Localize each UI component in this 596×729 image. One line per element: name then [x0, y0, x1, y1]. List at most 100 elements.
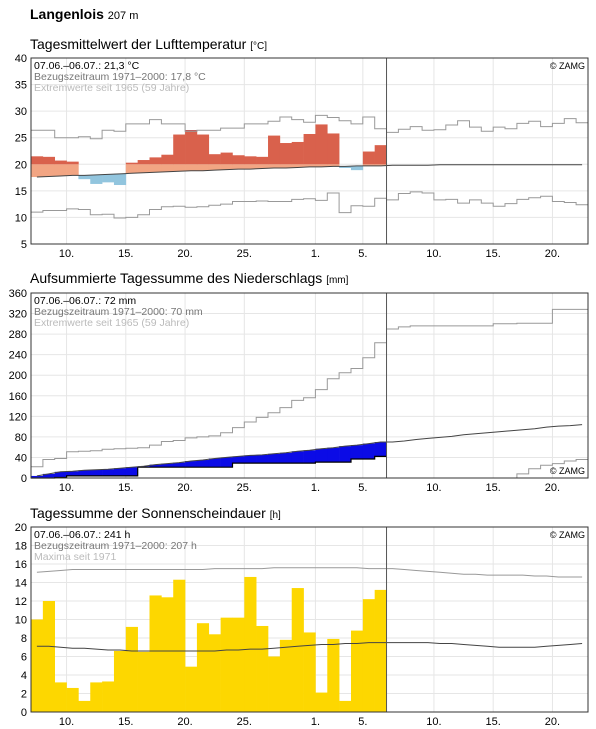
sun-xtick-label: 15. — [118, 716, 133, 728]
prec-xtick-label: 5. — [358, 482, 367, 494]
sun-ytick-label: 0 — [21, 707, 27, 719]
sun-info-line: 07.06.–06.07.: 241 h — [34, 529, 130, 541]
sun-ytick-label: 14 — [15, 578, 27, 590]
prec-diff-bar — [42, 473, 56, 478]
sun-ytick-label: 8 — [21, 633, 27, 645]
sun-xtick-label: 20. — [177, 716, 192, 728]
temp-bar-cold — [350, 165, 364, 171]
temp-bar-hot — [291, 141, 304, 165]
temp-bar-warm — [256, 164, 269, 169]
temp-bar-warm — [327, 164, 340, 167]
temp-xtick-label: 15. — [118, 248, 133, 260]
prec-xtick-label: 25. — [237, 482, 252, 494]
precipitation-title-text: Aufsummierte Tagessumme des Niederschlag… — [30, 270, 323, 286]
temp-bar-warm — [279, 164, 293, 169]
sun-xtick-label: 25. — [237, 716, 252, 728]
temp-ytick-label: 20 — [15, 159, 27, 171]
prec-diff-bar — [125, 467, 138, 476]
temp-bar-hot — [149, 157, 162, 165]
temp-xtick-label: 10. — [59, 248, 74, 260]
sun-bar — [315, 692, 328, 712]
temp-copyright: © ZAMG — [550, 61, 585, 71]
prec-diff-bar — [232, 456, 245, 464]
temp-xtick-label: 15. — [486, 248, 501, 260]
prec-info-line: Extremwerte seit 1965 (59 Jahre) — [34, 317, 189, 329]
temp-xtick-label: 20. — [177, 248, 192, 260]
sun-ytick-label: 10 — [15, 615, 27, 627]
temp-bar-warm — [185, 164, 198, 171]
prec-diff-bar — [113, 468, 127, 476]
temp-bar-hot — [31, 156, 44, 165]
temp-xtick-label: 1. — [311, 248, 320, 260]
sun-xtick-label: 1. — [311, 716, 320, 728]
prec-xtick-label: 1. — [311, 482, 320, 494]
prec-info-line: Bezugszeitraum 1971–2000: 70 mm — [34, 306, 203, 318]
temp-bar-cold — [78, 175, 91, 180]
sun-ytick-label: 20 — [15, 522, 27, 534]
temp-bar-warm — [362, 164, 375, 166]
temp-bar-hot — [42, 156, 56, 165]
sun-bar — [374, 589, 387, 712]
prec-info-line: 07.06.–06.07.: 72 mm — [34, 295, 136, 307]
temp-ytick-label: 5 — [21, 239, 27, 251]
temp-ytick-label: 15 — [15, 186, 27, 198]
temp-bar-hot — [185, 130, 198, 165]
sun-ytick-label: 4 — [21, 670, 27, 682]
prec-observed-line — [31, 455, 387, 479]
temp-bar-cold — [90, 174, 103, 184]
sun-bar — [291, 588, 304, 712]
prec-diff-bar — [291, 451, 304, 464]
sun-bar — [339, 700, 352, 712]
prec-ytick-label: 200 — [9, 370, 27, 382]
temp-xtick-label: 5. — [358, 248, 367, 260]
temp-xtick-label: 20. — [545, 248, 560, 260]
sun-plot-border — [30, 526, 589, 713]
sunshine-title-unit: [h] — [269, 510, 281, 521]
temp-bar-cold — [102, 174, 115, 183]
prec-ytick-label: 320 — [9, 309, 27, 321]
sun-bar — [350, 630, 364, 712]
temp-bar-warm — [291, 164, 304, 168]
prec-ytick-label: 360 — [9, 288, 27, 300]
sunshine-chart-title: Tagessumme der Sonnenscheindauer [h] — [30, 505, 281, 521]
sun-bar — [90, 682, 103, 712]
temp-bar-cold — [113, 173, 127, 186]
sun-copyright: © ZAMG — [550, 530, 585, 540]
prec-diff-bar — [303, 450, 316, 464]
sun-bar — [303, 632, 316, 712]
sunshine-title-text: Tagessumme der Sonnenscheindauer — [30, 505, 266, 521]
temp-bar-warm — [66, 164, 79, 176]
sun-bar — [185, 666, 198, 712]
sun-bar — [268, 656, 281, 712]
temp-bar-hot — [54, 160, 67, 165]
prec-diff-bar — [161, 463, 174, 468]
sun-bar — [208, 634, 221, 712]
temp-bar-warm — [315, 164, 328, 167]
temp-plot-border — [30, 57, 589, 245]
temp-bar-hot — [208, 154, 221, 165]
prec-xtick-label: 15. — [118, 482, 133, 494]
prec-xtick-label: 10. — [59, 482, 74, 494]
prec-ytick-label: 40 — [15, 452, 27, 464]
temp-ytick-label: 35 — [15, 80, 27, 92]
sun-xtick-label: 10. — [426, 716, 441, 728]
prec-xtick-label: 20. — [177, 482, 192, 494]
temp-bar-warm — [149, 164, 162, 173]
prec-diff-bar — [90, 469, 103, 476]
station-header: Langenlois 207 m — [30, 6, 138, 22]
temp-bar-warm — [173, 164, 186, 172]
temp-bar-hot — [327, 133, 340, 165]
prec-diff-bar — [54, 471, 67, 478]
sun-bar — [173, 579, 186, 712]
prec-xtick-label: 20. — [545, 482, 560, 494]
prec-xtick-label: 15. — [486, 482, 501, 494]
sun-bar — [232, 617, 245, 712]
prec-diff-bar — [374, 442, 387, 457]
sun-xtick-label: 15. — [486, 716, 501, 728]
sun-info-line: Bezugszeitraum 1971–2000: 207 h — [34, 540, 197, 552]
prec-climate-line — [36, 424, 583, 477]
temp-info-line: 07.06.–06.07.: 21,3 °C — [34, 60, 140, 72]
prec-diff-bar — [268, 453, 281, 464]
